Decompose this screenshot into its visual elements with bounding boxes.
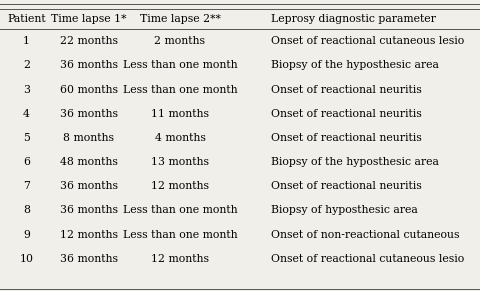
Text: Less than one month: Less than one month — [123, 205, 237, 215]
Text: Time lapse 1*: Time lapse 1* — [51, 14, 127, 24]
Text: 12 months: 12 months — [60, 230, 118, 239]
Text: 11 months: 11 months — [151, 109, 209, 119]
Text: Patient: Patient — [7, 14, 46, 24]
Text: 12 months: 12 months — [151, 181, 209, 191]
Text: Time lapse 2**: Time lapse 2** — [140, 14, 220, 24]
Text: 3: 3 — [23, 85, 30, 95]
Text: 60 months: 60 months — [60, 85, 118, 95]
Text: 5: 5 — [23, 133, 30, 143]
Text: 36 months: 36 months — [60, 109, 118, 119]
Text: 36 months: 36 months — [60, 205, 118, 215]
Text: 22 months: 22 months — [60, 36, 118, 46]
Text: Onset of reactional neuritis: Onset of reactional neuritis — [271, 85, 422, 95]
Text: 36 months: 36 months — [60, 181, 118, 191]
Text: Biopsy of the hyposthesic area: Biopsy of the hyposthesic area — [271, 157, 439, 167]
Text: Less than one month: Less than one month — [123, 61, 237, 70]
Text: Less than one month: Less than one month — [123, 230, 237, 239]
Text: Onset of reactional cutaneous lesio: Onset of reactional cutaneous lesio — [271, 36, 465, 46]
Text: 2: 2 — [23, 61, 30, 70]
Text: 13 months: 13 months — [151, 157, 209, 167]
Text: 12 months: 12 months — [151, 254, 209, 264]
Text: Onset of reactional neuritis: Onset of reactional neuritis — [271, 181, 422, 191]
Text: 7: 7 — [23, 181, 30, 191]
Text: 4: 4 — [23, 109, 30, 119]
Text: 48 months: 48 months — [60, 157, 118, 167]
Text: 8 months: 8 months — [63, 133, 114, 143]
Text: 36 months: 36 months — [60, 61, 118, 70]
Text: Onset of non-reactional cutaneous: Onset of non-reactional cutaneous — [271, 230, 460, 239]
Text: Less than one month: Less than one month — [123, 85, 237, 95]
Text: 36 months: 36 months — [60, 254, 118, 264]
Text: Leprosy diagnostic parameter: Leprosy diagnostic parameter — [271, 14, 436, 24]
Text: 8: 8 — [23, 205, 30, 215]
Text: Onset of reactional neuritis: Onset of reactional neuritis — [271, 109, 422, 119]
Text: 9: 9 — [23, 230, 30, 239]
Text: 2 months: 2 months — [155, 36, 205, 46]
Text: Biopsy of the hyposthesic area: Biopsy of the hyposthesic area — [271, 61, 439, 70]
Text: Onset of reactional neuritis: Onset of reactional neuritis — [271, 133, 422, 143]
Text: 6: 6 — [23, 157, 30, 167]
Text: 10: 10 — [19, 254, 34, 264]
Text: 4 months: 4 months — [155, 133, 205, 143]
Text: Biopsy of hyposthesic area: Biopsy of hyposthesic area — [271, 205, 418, 215]
Text: 1: 1 — [23, 36, 30, 46]
Text: Onset of reactional cutaneous lesio: Onset of reactional cutaneous lesio — [271, 254, 465, 264]
